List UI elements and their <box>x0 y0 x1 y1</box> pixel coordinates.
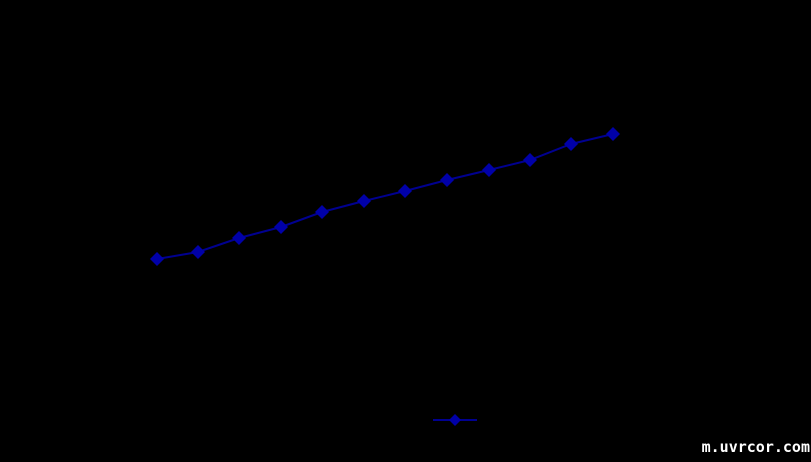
data-point-marker <box>315 205 329 219</box>
data-point-marker <box>564 137 578 151</box>
data-point-marker <box>274 220 288 234</box>
data-point-marker <box>482 163 496 177</box>
data-point-marker <box>606 127 620 141</box>
legend-sample-marker <box>449 414 461 426</box>
watermark-text: m.uvrcor.com <box>701 438 810 456</box>
data-point-marker <box>232 231 246 245</box>
data-point-marker <box>191 245 205 259</box>
data-point-marker <box>150 252 164 266</box>
data-point-marker <box>440 173 454 187</box>
series-line <box>156 133 614 260</box>
data-point-marker <box>357 194 371 208</box>
data-point-marker <box>523 153 537 167</box>
data-point-marker <box>398 184 412 198</box>
